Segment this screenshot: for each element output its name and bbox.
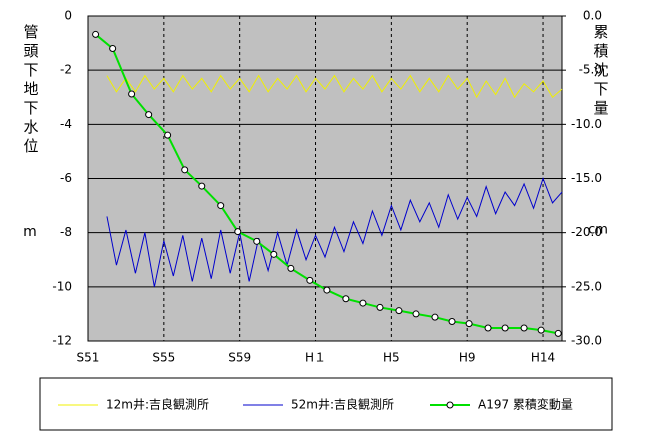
series-marker	[520, 324, 528, 332]
legend-box	[39, 377, 613, 431]
y-tick-label: -4	[60, 117, 72, 131]
x-tick-label: S55	[152, 351, 175, 365]
series-line	[106, 74, 563, 99]
series-marker	[465, 320, 473, 328]
series-marker	[198, 182, 206, 190]
series-marker	[164, 131, 172, 139]
y2-tick-label: -10.0	[571, 117, 602, 131]
x-tick-label: H１	[305, 351, 326, 365]
series-marker	[306, 276, 314, 284]
y2-tick-label: -5.0	[579, 63, 602, 77]
series-marker	[359, 299, 367, 307]
y-tick-label: -2	[60, 63, 72, 77]
legend-label: 12m井:吉良観測所	[106, 397, 209, 412]
plot-frame	[87, 15, 563, 342]
series-marker	[128, 90, 136, 98]
series-line	[106, 176, 563, 287]
x-tick-label: H14	[531, 351, 555, 365]
series-marker	[181, 166, 189, 174]
series-marker	[342, 295, 350, 303]
x-tick-label: S59	[228, 351, 251, 365]
series-marker	[323, 286, 331, 294]
y-tick-label: -12	[52, 334, 72, 348]
x-tick-label: H9	[459, 351, 476, 365]
series-marker	[484, 324, 492, 332]
y-axis-unit: m	[23, 224, 37, 240]
y-tick-label: -10	[52, 279, 72, 293]
series-marker	[234, 228, 242, 236]
y2-tick-label: -15.0	[571, 171, 602, 185]
y2-axis-label: 累積沈下量	[592, 24, 610, 119]
y2-tick-label: -30.0	[571, 334, 602, 348]
series-marker	[253, 237, 261, 245]
y2-tick-label: -25.0	[571, 279, 602, 293]
y-tick-label: 0	[64, 9, 72, 23]
series-marker	[109, 45, 117, 52]
x-tick-label: S51	[77, 351, 100, 365]
series-marker	[92, 30, 100, 38]
series-marker	[287, 264, 295, 272]
x-tick-label: H5	[383, 351, 400, 365]
y-tick-label: -6	[60, 171, 72, 185]
y-axis-label: 管頭下地下水位	[22, 24, 40, 157]
series-marker	[145, 111, 153, 119]
series-marker	[412, 310, 420, 318]
series-marker	[554, 329, 562, 337]
series-marker	[537, 326, 545, 334]
series-marker	[270, 250, 278, 258]
series-marker	[376, 303, 384, 311]
legend-marker	[446, 401, 454, 409]
legend-label: A197 累積変動量	[478, 397, 573, 412]
series-marker	[448, 318, 456, 325]
legend-label: 52m井:吉良観測所	[291, 397, 394, 412]
series-marker	[501, 324, 509, 332]
series-marker	[395, 307, 403, 315]
series-marker	[217, 202, 225, 210]
series-marker	[431, 313, 439, 321]
y2-tick-label: 0.0	[583, 9, 602, 23]
y2-axis-unit: cm	[588, 223, 608, 238]
y-tick-label: -8	[60, 225, 72, 239]
y2-tick-label: -20.0	[571, 225, 602, 239]
